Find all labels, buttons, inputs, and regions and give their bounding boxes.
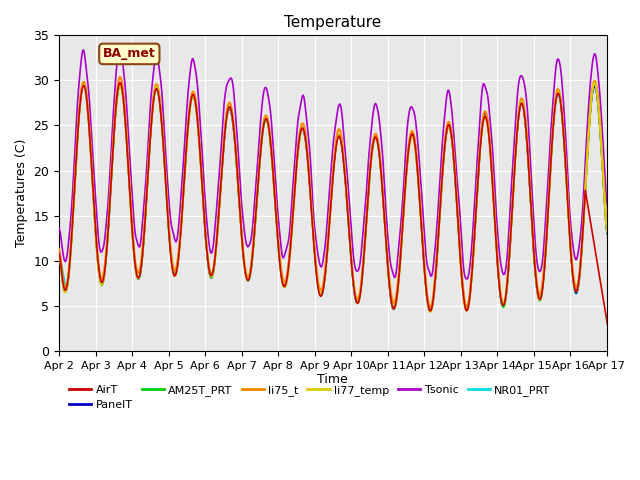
Y-axis label: Temperatures (C): Temperatures (C): [15, 139, 28, 247]
Legend: AirT, PanelT, AM25T_PRT, li75_t, li77_temp, Tsonic, NR01_PRT: AirT, PanelT, AM25T_PRT, li75_t, li77_te…: [65, 380, 555, 415]
Title: Temperature: Temperature: [284, 15, 381, 30]
X-axis label: Time: Time: [317, 373, 348, 386]
Text: BA_met: BA_met: [103, 48, 156, 60]
